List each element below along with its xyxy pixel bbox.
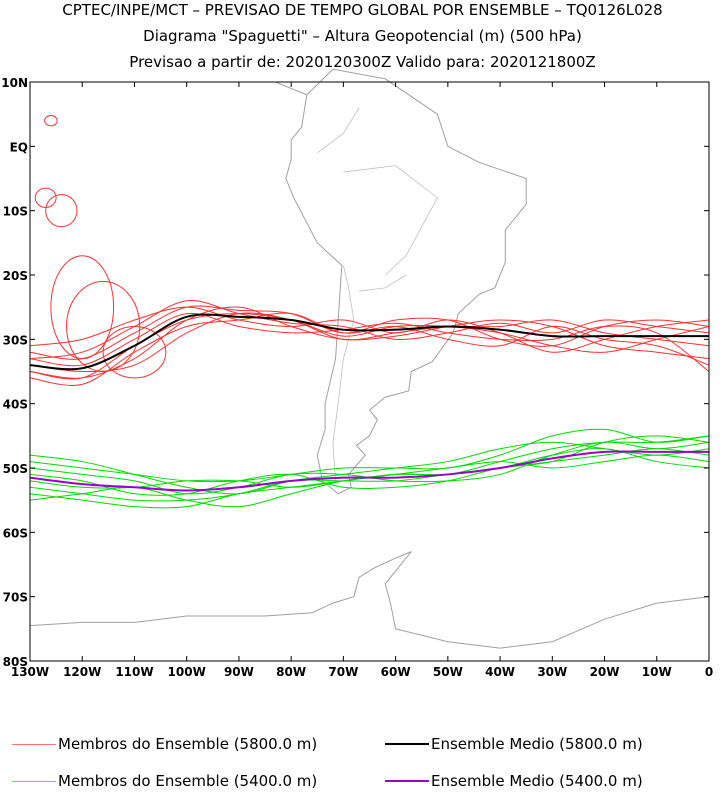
legend-members-5800: Membros do Ensemble (5800.0 m): [12, 735, 317, 753]
legend-label: Ensemble Medio (5400.0 m): [431, 772, 643, 790]
lon-label: 130W: [11, 665, 49, 679]
legend-swatch-black: [385, 743, 429, 745]
member-5400-line: [29, 428, 710, 483]
member-5800-closed-contour: [50, 255, 115, 360]
contour-lines: [29, 114, 710, 509]
lon-label: 120W: [63, 665, 101, 679]
member-5800-line: [29, 312, 710, 386]
lat-label: 80S: [3, 655, 28, 669]
lon-label: 40W: [485, 665, 515, 679]
south-america-coastline: [275, 68, 527, 495]
legend-swatch-red: [12, 743, 56, 745]
legend-members-5400: Membros do Ensemble (5400.0 m): [12, 772, 317, 790]
legend-swatch-purple: [385, 780, 429, 782]
legend-label: Membros do Ensemble (5400.0 m): [58, 772, 318, 790]
lon-label: 70W: [328, 665, 358, 679]
lat-label: 50S: [3, 462, 28, 476]
lat-label: 70S: [3, 591, 28, 605]
lat-label: 10N: [1, 76, 28, 90]
lat-label: 20S: [3, 269, 28, 283]
legend-mean-5400: Ensemble Medio (5400.0 m): [385, 772, 643, 790]
legend-label: Membros do Ensemble (5800.0 m): [58, 735, 318, 753]
member-5800-closed-contour: [45, 194, 78, 228]
title-line-1: CPTEC/INPE/MCT – PREVISAO DE TEMPO GLOBA…: [62, 1, 663, 19]
antarctica-coastline: [29, 551, 412, 627]
lon-label: 80W: [276, 665, 306, 679]
lat-label: 10S: [3, 205, 28, 219]
lon-label: 50W: [433, 665, 463, 679]
lon-label: 60W: [381, 665, 411, 679]
title-line-3: Previsao a partir de: 2020120300Z Valido…: [129, 53, 596, 71]
member-5800-line: [29, 312, 710, 372]
lon-label: 10W: [642, 665, 672, 679]
antarctica-coastline: [384, 551, 710, 649]
coastlines: [29, 68, 710, 649]
lon-label: 20W: [590, 665, 620, 679]
member-5400-line: [29, 435, 710, 496]
member-5800-closed-contour: [44, 114, 58, 127]
mean-5400-line: [29, 450, 709, 492]
member-5800-line: [29, 300, 710, 360]
lat-label: 60S: [3, 526, 28, 540]
lon-label: 100W: [168, 665, 206, 679]
member-5800-line: [29, 305, 710, 360]
title-line-2: Diagrama "Spaguetti" – Altura Geopotenci…: [143, 27, 582, 45]
country-border: [317, 107, 360, 154]
member-5800-line: [29, 312, 710, 373]
legend-label: Ensemble Medio (5800.0 m): [431, 735, 643, 753]
country-border: [359, 274, 407, 292]
country-border: [332, 265, 355, 481]
legend-mean-5800: Ensemble Medio (5800.0 m): [385, 735, 643, 753]
lon-label: 110W: [115, 665, 153, 679]
country-border: [343, 165, 438, 276]
member-5800-closed-contour: [34, 187, 57, 208]
lat-label: 40S: [3, 398, 28, 412]
lat-label: 30S: [3, 333, 28, 347]
member-5400-line: [29, 448, 710, 502]
lon-label: 0: [705, 665, 713, 679]
lat-label: EQ: [10, 140, 28, 154]
mean-5800-line: [29, 313, 709, 371]
lon-label: 90W: [224, 665, 254, 679]
member-5800-line: [29, 306, 710, 379]
member-5400-line: [29, 441, 710, 495]
lon-label: 30W: [537, 665, 567, 679]
member-5800-closed-contour: [102, 325, 167, 379]
map-frame: [29, 81, 710, 662]
legend-swatch-green: [12, 780, 56, 782]
